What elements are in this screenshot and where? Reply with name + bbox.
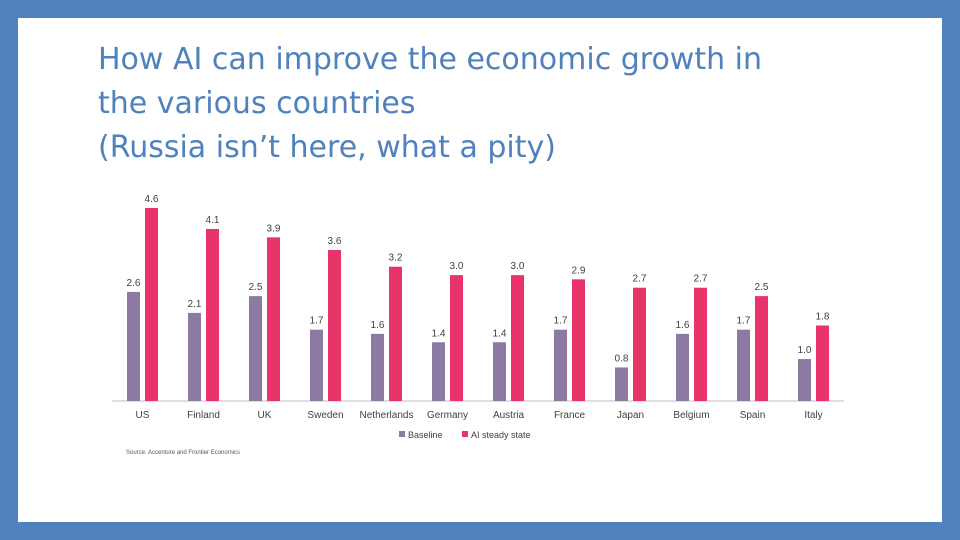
data-label: 2.7 bbox=[633, 274, 647, 285]
bar-chart: 2.6 4.6 US 2.1 4.1 Finland 2.5 3.9 UK 1.7 3.6 Swede… bbox=[112, 194, 844, 440]
data-label: 1.7 bbox=[737, 316, 751, 327]
bar-ai-steady-state bbox=[572, 279, 585, 401]
bar-ai-steady-state bbox=[755, 296, 768, 401]
slide: How AI can improve the economic growth i… bbox=[18, 18, 942, 522]
x-tick-label: Italy bbox=[804, 410, 822, 421]
legend-swatch bbox=[462, 431, 468, 437]
data-label: 1.6 bbox=[371, 320, 385, 331]
bar-ai-steady-state bbox=[145, 208, 158, 401]
data-label: 1.0 bbox=[798, 345, 812, 356]
bar-ai-steady-state bbox=[633, 287, 646, 401]
x-tick-label: Germany bbox=[427, 410, 468, 421]
title-line: (Russia isn’t here, what a pity) bbox=[98, 130, 556, 165]
bar-ai-steady-state bbox=[206, 228, 219, 401]
data-label: 3.9 bbox=[267, 223, 281, 234]
x-tick-label: Netherlands bbox=[360, 410, 414, 421]
data-label: 3.6 bbox=[328, 236, 342, 247]
data-label: 1.4 bbox=[493, 328, 507, 339]
bar-baseline bbox=[676, 333, 689, 401]
title-line: How AI can improve the economic growth i… bbox=[98, 42, 762, 77]
data-label: 2.5 bbox=[249, 282, 263, 293]
bar-ai-steady-state bbox=[328, 249, 341, 401]
bar-baseline bbox=[798, 359, 811, 401]
data-label: 1.7 bbox=[310, 316, 324, 327]
source-note: Source: Accenture and Frontier Economics bbox=[126, 450, 241, 456]
data-label: 2.1 bbox=[188, 299, 202, 310]
x-tick-label: Spain bbox=[740, 410, 766, 421]
data-label: 2.5 bbox=[755, 282, 769, 293]
data-label: 3.0 bbox=[511, 261, 525, 272]
bar-baseline bbox=[615, 367, 628, 401]
title-line: the various countries bbox=[98, 86, 416, 121]
bar-ai-steady-state bbox=[694, 287, 707, 401]
data-label: 4.1 bbox=[206, 215, 220, 226]
data-label: 1.4 bbox=[432, 328, 446, 339]
bar-baseline bbox=[371, 333, 384, 401]
x-tick-label: Belgium bbox=[673, 410, 709, 421]
x-tick-label: Sweden bbox=[307, 410, 343, 421]
x-tick-label: Finland bbox=[187, 410, 220, 421]
x-tick-label: US bbox=[136, 410, 150, 421]
bar-baseline bbox=[249, 296, 262, 401]
bar-baseline bbox=[310, 329, 323, 401]
data-label: 1.7 bbox=[554, 316, 568, 327]
bar-ai-steady-state bbox=[816, 325, 829, 401]
x-tick-label: Japan bbox=[617, 410, 644, 421]
data-label: 2.9 bbox=[572, 265, 586, 276]
data-label: 1.6 bbox=[676, 320, 690, 331]
slide-title: How AI can improve the economic growth i… bbox=[98, 38, 898, 170]
data-label: 2.7 bbox=[694, 274, 708, 285]
bar-ai-steady-state bbox=[389, 266, 402, 401]
data-label: 2.6 bbox=[127, 278, 141, 289]
legend-swatch bbox=[399, 431, 405, 437]
bar-baseline bbox=[493, 342, 506, 401]
bar-baseline bbox=[432, 342, 445, 401]
data-label: 3.2 bbox=[389, 253, 403, 264]
bar-baseline bbox=[554, 329, 567, 401]
bar-ai-steady-state bbox=[511, 275, 524, 401]
data-label: 0.8 bbox=[615, 353, 629, 364]
bar-baseline bbox=[188, 312, 201, 401]
bar-ai-steady-state bbox=[450, 275, 463, 401]
legend-label: Baseline bbox=[408, 430, 443, 440]
x-tick-label: France bbox=[554, 410, 586, 421]
data-label: 1.8 bbox=[816, 311, 830, 322]
data-label: 3.0 bbox=[450, 261, 464, 272]
bar-baseline bbox=[737, 329, 750, 401]
bar-ai-steady-state bbox=[267, 237, 280, 401]
legend-label: AI steady state bbox=[471, 430, 531, 440]
x-tick-label: UK bbox=[258, 410, 272, 421]
bar-baseline bbox=[127, 291, 140, 401]
data-label: 4.6 bbox=[145, 194, 159, 205]
x-tick-label: Austria bbox=[493, 410, 525, 421]
